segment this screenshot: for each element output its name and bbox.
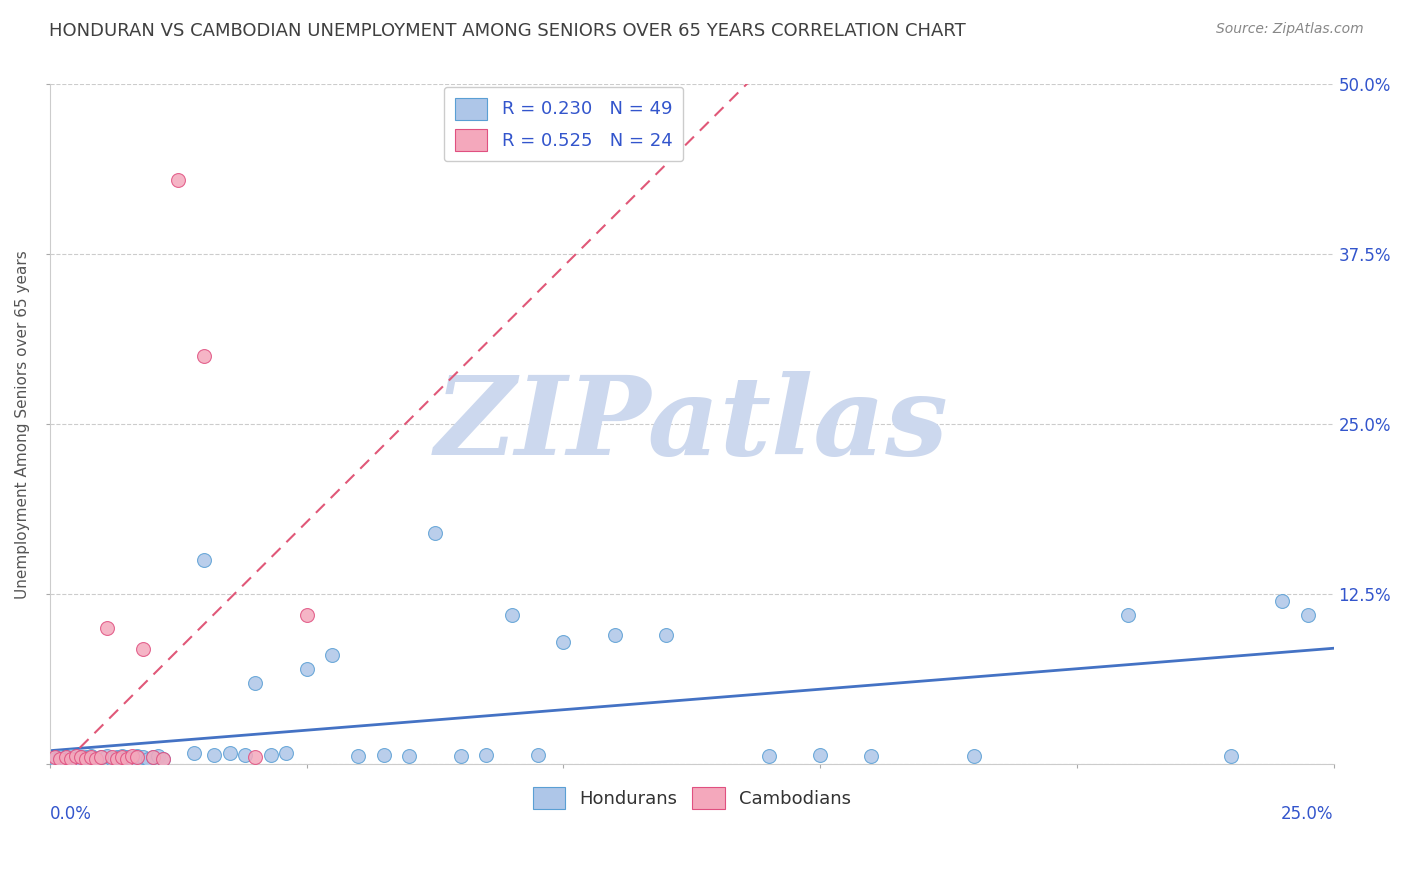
Point	[167, 172, 190, 186]
Point	[1296, 607, 1319, 622]
Point	[501, 607, 523, 622]
Point	[55, 750, 77, 764]
Point	[80, 749, 103, 764]
Point	[70, 750, 93, 764]
Point	[121, 749, 143, 764]
Text: 0.0%: 0.0%	[51, 805, 91, 823]
Point	[321, 648, 343, 663]
Point	[295, 662, 318, 676]
Point	[202, 747, 225, 762]
Point	[527, 747, 550, 762]
Point	[131, 750, 153, 764]
Point	[347, 749, 370, 764]
Point	[193, 553, 215, 567]
Point	[59, 749, 82, 764]
Point	[115, 750, 138, 764]
Point	[90, 750, 112, 764]
Point	[131, 641, 153, 656]
Point	[758, 749, 780, 764]
Point	[90, 750, 112, 764]
Point	[1271, 594, 1294, 608]
Point	[553, 635, 575, 649]
Point	[233, 747, 256, 762]
Point	[111, 750, 134, 764]
Point	[245, 750, 267, 764]
Point	[183, 747, 205, 761]
Point	[59, 752, 82, 766]
Point	[142, 750, 165, 764]
Point	[295, 607, 318, 622]
Point	[475, 747, 498, 762]
Point	[96, 749, 118, 764]
Legend: Hondurans, Cambodians: Hondurans, Cambodians	[526, 780, 858, 816]
Point	[44, 750, 66, 764]
Point	[100, 752, 122, 766]
Point	[1219, 749, 1241, 764]
Point	[105, 750, 128, 764]
Point	[86, 752, 108, 766]
Point	[127, 750, 149, 764]
Point	[450, 749, 472, 764]
Point	[111, 749, 134, 764]
Point	[75, 752, 97, 766]
Point	[245, 675, 267, 690]
Point	[152, 752, 174, 766]
Point	[65, 749, 87, 764]
Point	[655, 628, 678, 642]
Point	[44, 752, 66, 766]
Text: HONDURAN VS CAMBODIAN UNEMPLOYMENT AMONG SENIORS OVER 65 YEARS CORRELATION CHART: HONDURAN VS CAMBODIAN UNEMPLOYMENT AMONG…	[49, 22, 966, 40]
Point	[276, 747, 298, 761]
Text: Source: ZipAtlas.com: Source: ZipAtlas.com	[1216, 22, 1364, 37]
Point	[55, 753, 77, 767]
Y-axis label: Unemployment Among Seniors over 65 years: Unemployment Among Seniors over 65 years	[15, 250, 30, 599]
Point	[70, 750, 93, 764]
Point	[1116, 607, 1139, 622]
Point	[860, 749, 883, 764]
Point	[423, 526, 446, 541]
Point	[75, 750, 97, 764]
Point	[146, 749, 169, 764]
Point	[105, 752, 128, 766]
Point	[398, 749, 420, 764]
Point	[152, 752, 174, 766]
Point	[963, 749, 986, 764]
Point	[100, 750, 122, 764]
Point	[127, 749, 149, 764]
Point	[142, 750, 165, 764]
Point	[55, 750, 77, 764]
Point	[65, 752, 87, 766]
Point	[260, 747, 283, 762]
Point	[70, 753, 93, 767]
Point	[80, 750, 103, 764]
Point	[136, 752, 159, 766]
Point	[49, 752, 72, 766]
Point	[193, 350, 215, 364]
Point	[808, 747, 831, 762]
Point	[49, 750, 72, 764]
Point	[86, 752, 108, 766]
Point	[218, 747, 240, 761]
Point	[96, 621, 118, 635]
Point	[121, 752, 143, 766]
Point	[603, 628, 626, 642]
Point	[373, 747, 395, 762]
Point	[49, 752, 72, 766]
Text: ZIPatlas: ZIPatlas	[434, 370, 949, 478]
Text: 25.0%: 25.0%	[1281, 805, 1333, 823]
Point	[115, 752, 138, 766]
